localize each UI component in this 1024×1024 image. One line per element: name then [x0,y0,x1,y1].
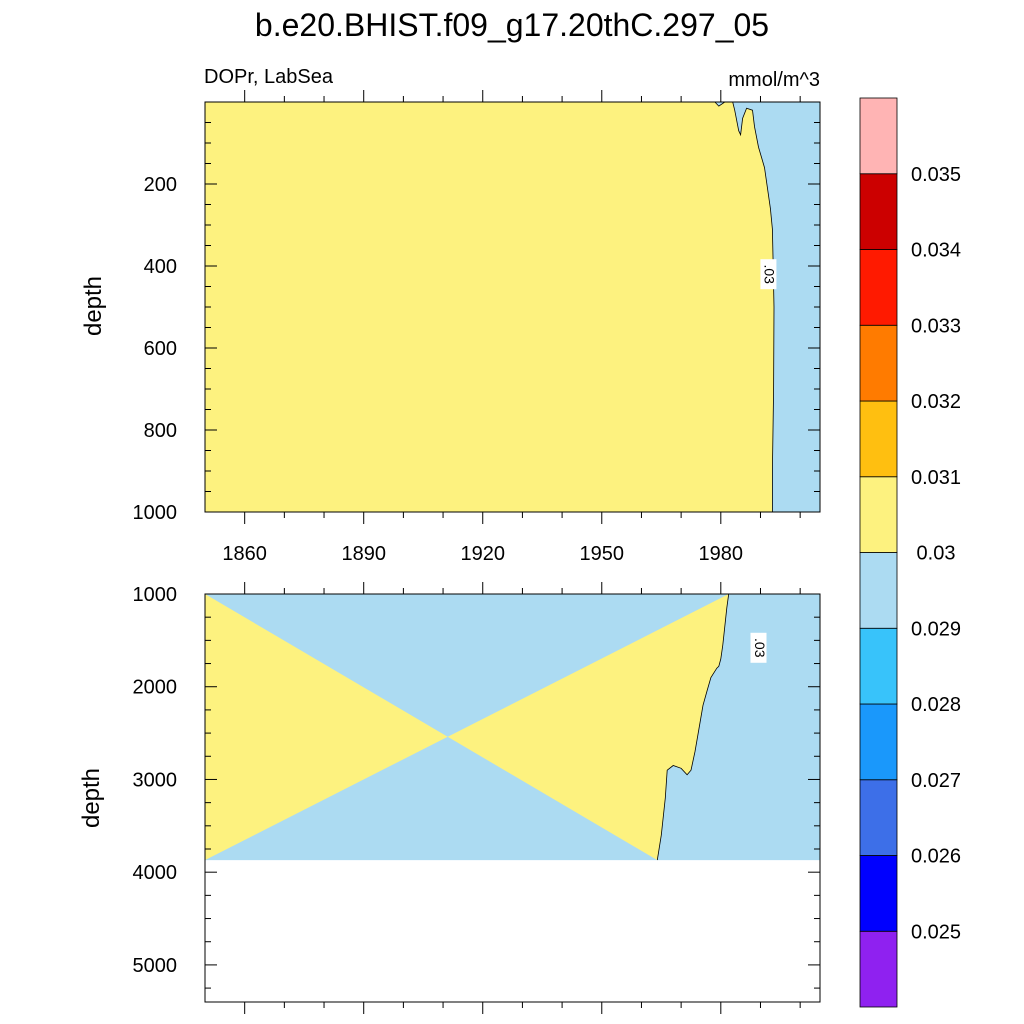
x-tick-label: 1860 [222,543,267,565]
lower-plot-area: .03 [204,593,821,1003]
y-tick-label: 5000 [133,955,178,977]
y-tick-label: 800 [144,420,177,442]
colorbar-label: 0.031 [911,467,961,489]
colorbar-label: 0.029 [911,618,961,640]
upper-axis-ticks: 1860 1890 1920 1950 1980 200 400 600 800 1000 [133,90,820,565]
fill-region-0.03-0.031 [205,102,774,512]
colorbar-swatch [859,703,898,781]
y-tick-label: 600 [144,338,177,360]
variable-label: DOPr, LabSea [204,66,334,88]
y-tick-label: 200 [144,174,177,196]
colorbar-label: 0.034 [911,240,961,262]
x-tick-label: 1980 [699,543,744,565]
contour-line-0.03 [714,101,775,512]
plot-frame [204,593,821,1003]
colorbar-label: 0.025 [911,921,961,943]
colorbar-swatch [859,249,898,326]
colorbar-swatch [859,476,898,553]
colorbar-label: 0.032 [911,391,961,413]
colorbar-swatch [859,173,898,250]
colorbar-swatch [859,400,898,478]
colorbar-label: 0.035 [911,164,961,186]
y-tick-label: 3000 [133,769,178,791]
colorbar-label: 0.027 [911,770,961,792]
contour-label: .03 [762,264,778,284]
colorbar-swatch [859,779,898,856]
colorbar-swatch [859,627,898,705]
lower-y-axis-label: depth [78,768,105,828]
contour-line-0.03 [656,593,730,861]
colorbar-swatch [859,552,898,629]
y-tick-label: 400 [144,256,177,278]
colorbar-swatch [859,855,898,932]
colorbar-swatch [859,930,898,1008]
x-tick-label: 1950 [580,543,625,565]
upper-y-axis-label: depth [80,276,107,336]
contour-label-box [760,259,777,290]
y-tick-label: 2000 [133,677,178,699]
upper-plot-area: .03 [204,101,821,513]
colorbar-label: 0.026 [911,846,961,868]
upper-depth-panel: DOPr, LabSea mmol/m^3 .03 1860 1890 1920 19… [80,66,821,565]
contour-label: .03 [752,638,768,658]
units-label: mmol/m^3 [728,69,820,91]
colorbar: 0.025 0.026 0.027 0.028 0.029 0.03 0.031 0.032 0… [859,97,961,1008]
contour-label-box [750,632,767,663]
colorbar-swatch [859,324,898,402]
lower-depth-panel: .03 1000 2000 3000 4000 5000 depth [78,582,821,1014]
colorbar-label: 0.028 [911,694,961,716]
figure-title: b.e20.BHIST.f09_g17.20thC.297_05 [255,7,769,43]
colorbar-label: 0.03 [917,543,956,565]
colorbar-swatch [859,97,898,175]
colorbar-label: 0.033 [911,315,961,337]
y-tick-label: 1000 [133,502,178,524]
fill-region-0.03-0.031 [205,594,729,861]
x-tick-label: 1890 [341,543,386,565]
y-tick-label: 1000 [133,584,178,606]
x-tick-label: 1920 [460,543,505,565]
lower-axis-ticks: 1000 2000 3000 4000 5000 [133,582,820,1014]
y-tick-label: 4000 [133,862,178,884]
